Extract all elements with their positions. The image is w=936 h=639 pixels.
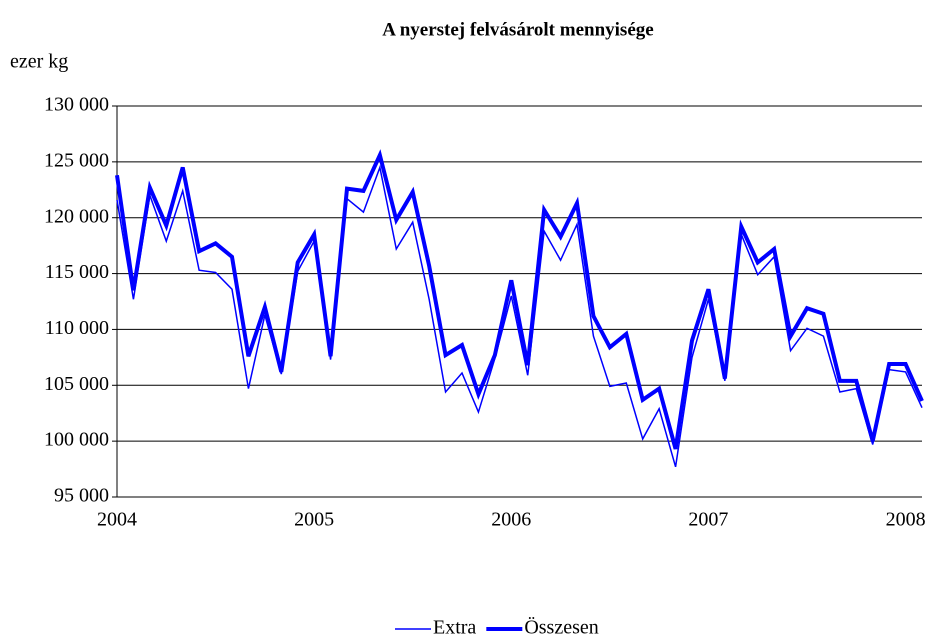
y-tick-label: 110 000: [45, 317, 109, 339]
x-tick-label: 2005: [294, 509, 334, 531]
y-tick-label: 125 000: [44, 149, 109, 171]
y-tick-label: 130 000: [44, 94, 109, 116]
y-axis-label: ezer kg: [10, 51, 68, 73]
y-tick-label: 115 000: [45, 261, 109, 283]
legend-label: Extra: [433, 617, 476, 639]
legend-label: Összesen: [524, 616, 598, 639]
x-tick-label: 2008: [886, 509, 926, 531]
y-tick-label: 120 000: [44, 205, 109, 227]
x-tick-label: 2004: [97, 509, 137, 531]
y-tick-label: 95 000: [54, 485, 109, 507]
x-tick-label: 2007: [688, 509, 728, 531]
y-tick-label: 105 000: [44, 373, 109, 395]
y-tick-label: 100 000: [44, 429, 109, 451]
series-line: [115, 149, 924, 450]
x-tick-label: 2006: [491, 509, 531, 531]
series-line: [116, 164, 923, 468]
chart-title: A nyerstej felvásárolt mennyisége: [382, 19, 653, 40]
